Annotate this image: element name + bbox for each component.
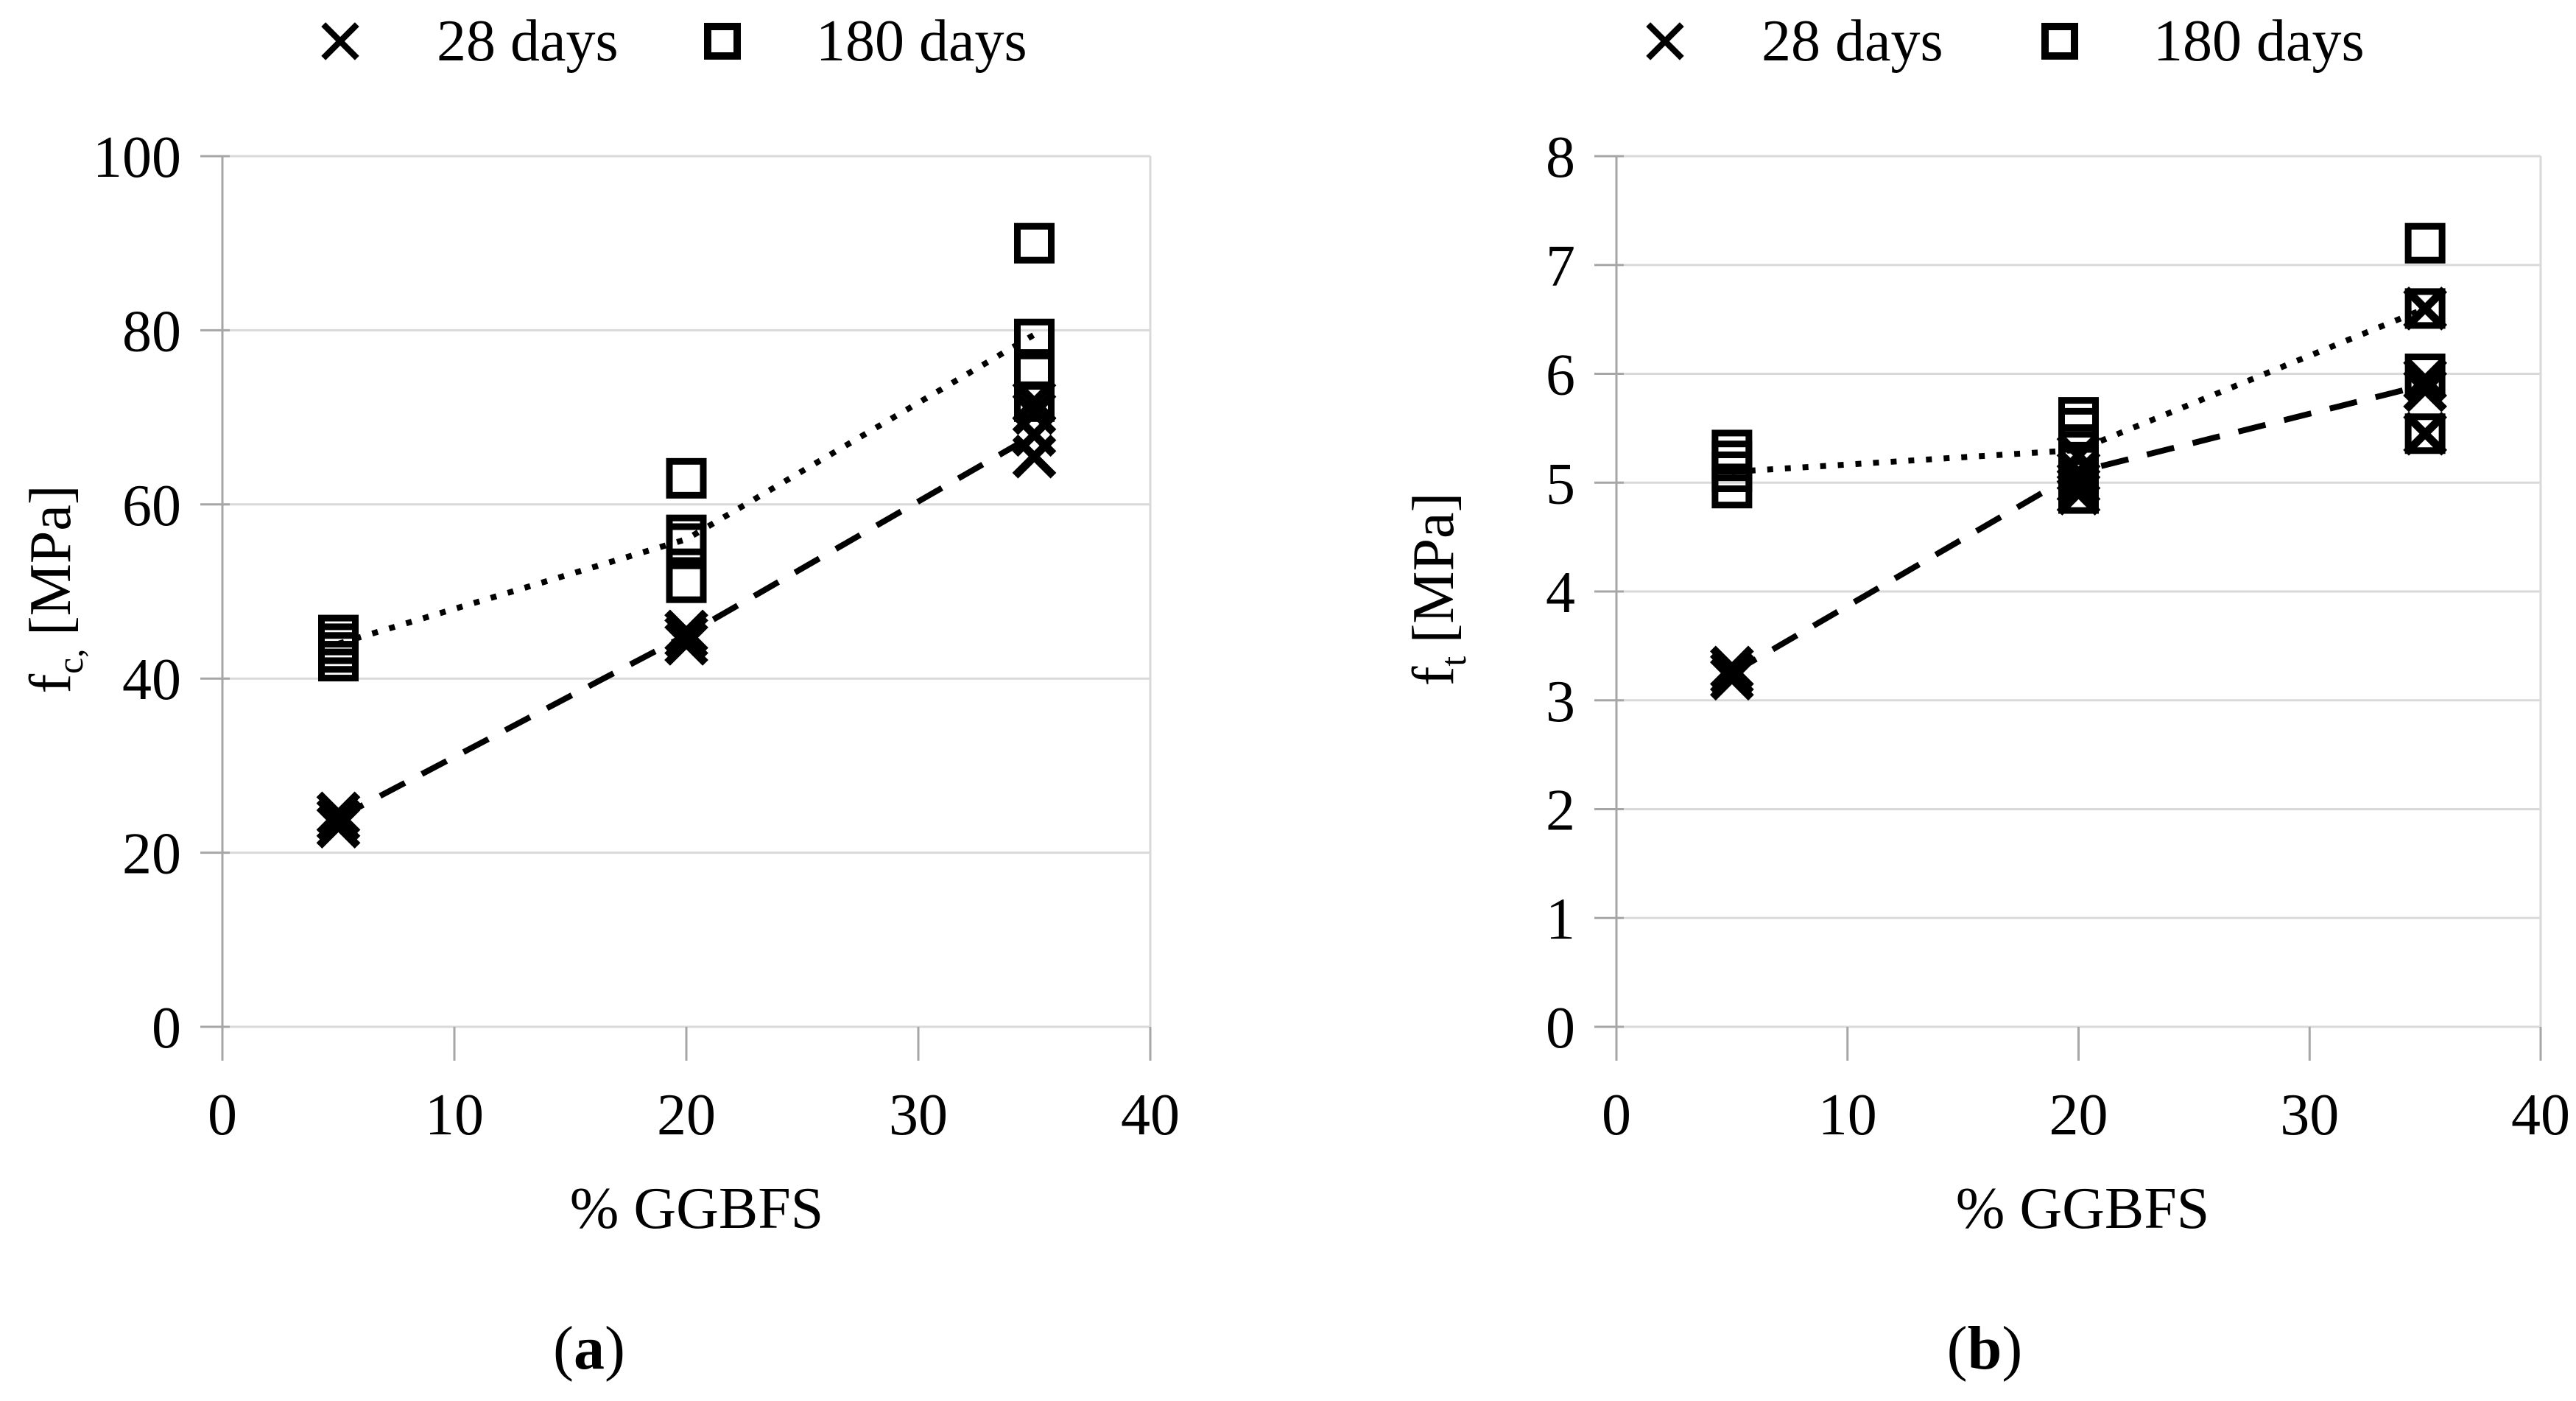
y-axis-title-base: f bbox=[1401, 666, 1466, 687]
legend-item-180days-b: 180 days bbox=[2041, 9, 2365, 74]
marker-square bbox=[1014, 222, 1055, 264]
x-tick-label: 30 bbox=[889, 1083, 948, 1148]
marker-x bbox=[2403, 368, 2448, 412]
y-axis-title-unit: [MPa] bbox=[18, 485, 83, 636]
y-axis-title-sub: t bbox=[1433, 656, 1474, 667]
marker-square bbox=[666, 457, 707, 499]
y-axis-title-a: fc, [MPa] bbox=[18, 485, 91, 693]
y-tick-label: 40 bbox=[122, 647, 181, 712]
legend-item-28days-b: 28 days bbox=[1644, 9, 1943, 74]
x-tick-label: 40 bbox=[1121, 1083, 1180, 1148]
x-axis-title-a: % GGBFS bbox=[569, 1176, 824, 1241]
legend-label: 28 days bbox=[437, 8, 619, 74]
caption-open: ( bbox=[553, 1314, 574, 1383]
marker-square bbox=[666, 523, 707, 564]
marker-square bbox=[666, 562, 707, 603]
y-tick-label: 3 bbox=[1546, 670, 1575, 734]
y-tick-label: 4 bbox=[1546, 561, 1575, 625]
legend-item-180days-a: 180 days bbox=[704, 9, 1027, 74]
marker-square bbox=[1014, 318, 1055, 359]
y-tick-label: 6 bbox=[1546, 343, 1575, 408]
marker-square bbox=[2404, 222, 2446, 264]
x-tick-label: 0 bbox=[1602, 1083, 1631, 1148]
caption-a: (a) bbox=[553, 1313, 625, 1384]
square-marker-icon bbox=[2041, 23, 2078, 60]
marker-square bbox=[1711, 429, 1753, 471]
marker-x bbox=[1012, 379, 1057, 424]
x-tick-label: 10 bbox=[425, 1083, 484, 1148]
y-tick-label: 2 bbox=[1546, 779, 1575, 843]
legend-label: 180 days bbox=[2153, 8, 2365, 74]
marker-x bbox=[1709, 645, 1754, 690]
x-marker-icon bbox=[1646, 22, 1684, 60]
y-axis-title-unit: [MPa] bbox=[1401, 492, 1466, 644]
y-tick-label: 60 bbox=[122, 474, 181, 538]
y-tick-label: 8 bbox=[1546, 125, 1575, 190]
caption-b: (b) bbox=[1947, 1313, 2023, 1384]
caption-open: ( bbox=[1946, 1314, 1968, 1383]
y-axis-title-base: f bbox=[18, 673, 83, 694]
y-tick-label: 100 bbox=[93, 125, 181, 190]
marker-x bbox=[2403, 411, 2448, 456]
legend-label: 180 days bbox=[816, 8, 1027, 74]
caption-letter: b bbox=[1967, 1314, 2002, 1383]
marker-square bbox=[666, 514, 707, 555]
y-tick-label: 20 bbox=[122, 822, 181, 887]
caption-close: ) bbox=[605, 1314, 625, 1383]
marker-x bbox=[316, 804, 361, 849]
marker-square bbox=[2058, 397, 2099, 438]
legend-item-28days-a: 28 days bbox=[319, 9, 619, 74]
marker-x bbox=[316, 791, 361, 836]
x-tick-label: 20 bbox=[657, 1083, 716, 1148]
y-tick-label: 80 bbox=[122, 299, 181, 364]
x-tick-label: 40 bbox=[2511, 1083, 2570, 1148]
marker-square bbox=[2404, 288, 2446, 329]
y-tick-label: 0 bbox=[152, 996, 181, 1061]
marker-square bbox=[1014, 349, 1055, 390]
marker-x bbox=[2403, 357, 2448, 401]
x-tick-label: 30 bbox=[2280, 1083, 2339, 1148]
y-axis-title-sub: c, bbox=[50, 648, 91, 674]
marker-square bbox=[318, 614, 359, 656]
y-tick-label: 5 bbox=[1546, 452, 1575, 516]
x-tick-label: 20 bbox=[2049, 1083, 2108, 1148]
marker-x bbox=[2056, 449, 2101, 494]
marker-x bbox=[664, 622, 708, 666]
caption-close: ) bbox=[2002, 1314, 2023, 1383]
x-tick-label: 0 bbox=[208, 1083, 237, 1148]
x-marker-icon bbox=[321, 22, 359, 60]
legend-label: 28 days bbox=[1762, 8, 1943, 74]
marker-x bbox=[316, 797, 361, 842]
marker-x bbox=[664, 609, 708, 654]
marker-x bbox=[1012, 390, 1057, 435]
y-tick-label: 0 bbox=[1546, 996, 1575, 1061]
y-tick-label: 1 bbox=[1546, 887, 1575, 952]
y-tick-label: 7 bbox=[1546, 234, 1575, 299]
marker-square bbox=[2404, 413, 2446, 454]
marker-x bbox=[2056, 433, 2101, 478]
y-axis-title-b: ft [MPa] bbox=[1401, 493, 1474, 686]
x-axis-title-b: % GGBFS bbox=[1955, 1176, 2210, 1241]
square-marker-icon bbox=[704, 23, 741, 60]
caption-letter: a bbox=[574, 1314, 605, 1383]
marker-x bbox=[2403, 286, 2448, 331]
x-tick-label: 10 bbox=[1818, 1083, 1877, 1148]
